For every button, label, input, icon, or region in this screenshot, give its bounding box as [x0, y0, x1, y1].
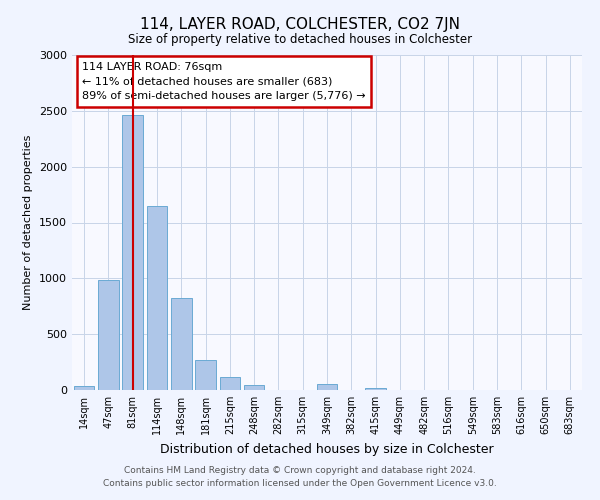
- Bar: [74, 386, 94, 390]
- Bar: [122, 116, 143, 390]
- Text: Size of property relative to detached houses in Colchester: Size of property relative to detached ho…: [128, 32, 472, 46]
- Bar: [195, 360, 216, 390]
- Bar: [171, 298, 191, 390]
- Y-axis label: Number of detached properties: Number of detached properties: [23, 135, 34, 310]
- X-axis label: Distribution of detached houses by size in Colchester: Distribution of detached houses by size …: [160, 442, 494, 456]
- Text: 114 LAYER ROAD: 76sqm
← 11% of detached houses are smaller (683)
89% of semi-det: 114 LAYER ROAD: 76sqm ← 11% of detached …: [82, 62, 366, 102]
- Bar: [98, 280, 119, 390]
- Bar: [244, 385, 265, 390]
- Text: 114, LAYER ROAD, COLCHESTER, CO2 7JN: 114, LAYER ROAD, COLCHESTER, CO2 7JN: [140, 18, 460, 32]
- Text: Contains HM Land Registry data © Crown copyright and database right 2024.
Contai: Contains HM Land Registry data © Crown c…: [103, 466, 497, 487]
- Bar: [146, 206, 167, 390]
- Bar: [365, 388, 386, 390]
- Bar: [317, 384, 337, 390]
- Bar: [220, 377, 240, 390]
